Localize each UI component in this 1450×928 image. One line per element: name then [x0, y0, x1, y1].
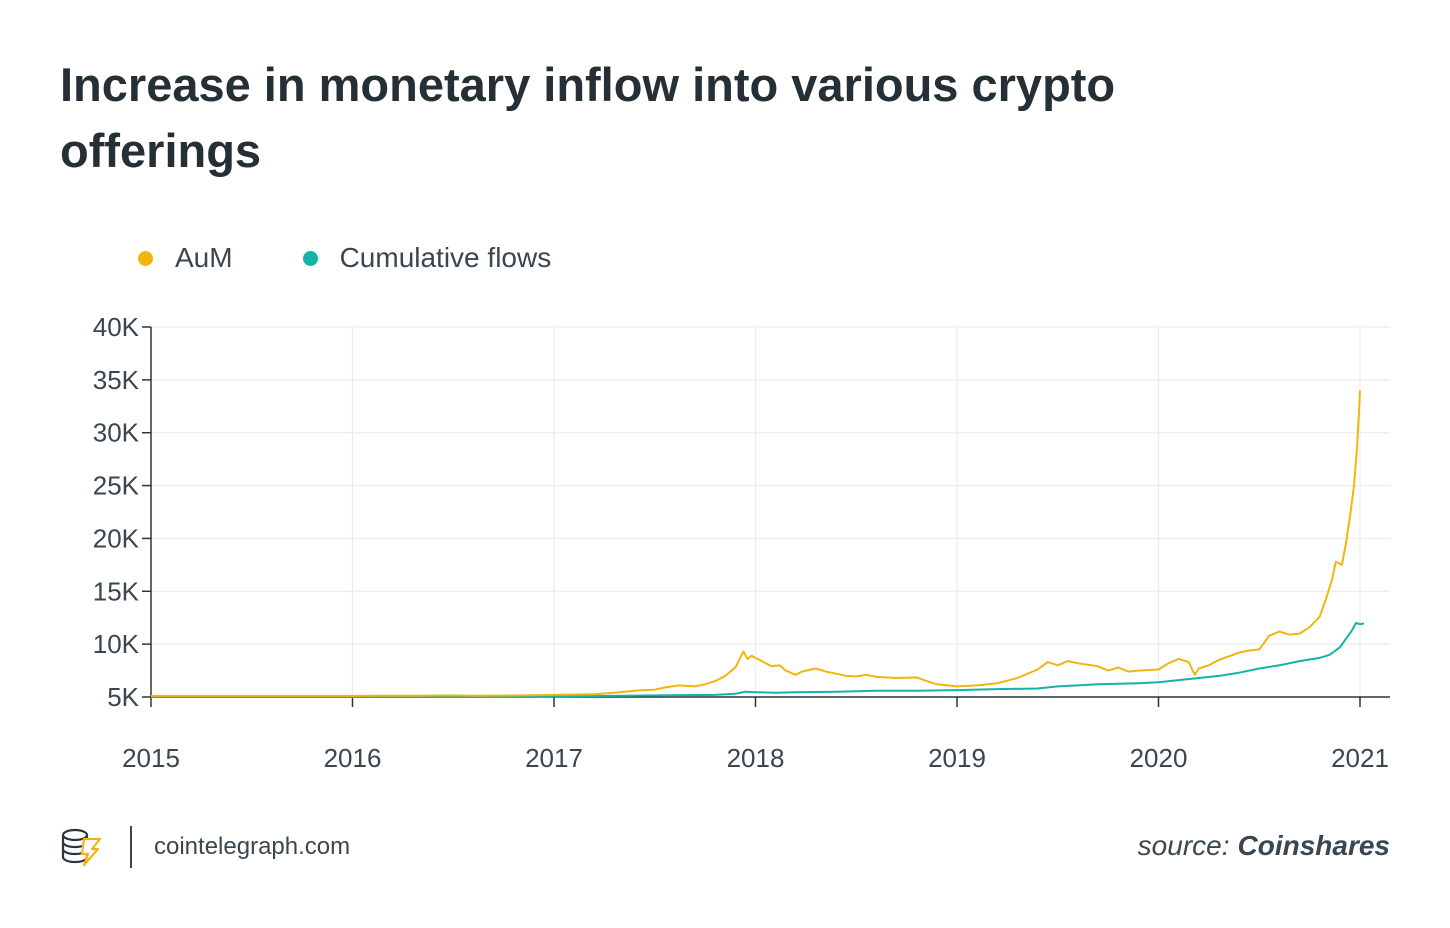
legend-dot-cumulative-flows [302, 250, 318, 266]
y-tick-label: 40K [93, 312, 140, 342]
series-lines [151, 390, 1365, 698]
chart-title: Increase in monetary inflow into various… [60, 58, 1116, 177]
legend-item-aum: AuM [138, 242, 233, 274]
source-credit: source: Coinshares [1138, 830, 1390, 862]
series-line-aum [151, 390, 1361, 697]
x-tick-label: 2017 [525, 743, 583, 773]
y-tick-label: 25K [93, 471, 140, 501]
source-value: Coinshares [1237, 830, 1391, 861]
x-tick-label: 2021 [1331, 743, 1389, 773]
x-tick-label: 2019 [928, 743, 986, 773]
cointelegraph-logo-icon [61, 828, 102, 867]
legend-dot-aum [138, 250, 153, 266]
x-axis: 2015 2016 2017 2018 2019 2020 2021 [122, 696, 1390, 773]
x-tick-label: 2020 [1130, 743, 1188, 773]
y-tick-label: 10K [93, 629, 140, 659]
x-tick-label: 2016 [324, 743, 382, 773]
y-tick-label: 30K [93, 418, 140, 448]
x-tick-label: 2015 [122, 743, 180, 773]
x-tick-label: 2018 [727, 743, 785, 773]
y-tick-label: 5K [107, 682, 139, 712]
legend-label-cumulative-flows: Cumulative flows [339, 242, 552, 273]
y-tick-label: 15K [93, 576, 140, 606]
brand-url: cointelegraph.com [154, 833, 351, 860]
legend: AuM Cumulative flows [138, 238, 621, 278]
y-axis: 5K 10K 15K 20K 25K 30K 35K 40K [93, 312, 152, 712]
legend-label-aum: AuM [175, 242, 233, 273]
series-line-cumulative-flows [151, 622, 1365, 698]
brand: cointelegraph.com [60, 826, 350, 868]
legend-item-cumulative-flows: Cumulative flows [302, 242, 552, 274]
line-chart: 5K 10K 15K 20K 25K 30K 35K 40K 2015 2016 2017 2018… [93, 312, 1390, 773]
gridlines [151, 326, 1390, 697]
y-tick-label: 20K [93, 523, 140, 553]
source-label: source: [1137, 830, 1230, 861]
brand-divider [130, 826, 132, 868]
y-tick-label: 35K [93, 365, 140, 395]
